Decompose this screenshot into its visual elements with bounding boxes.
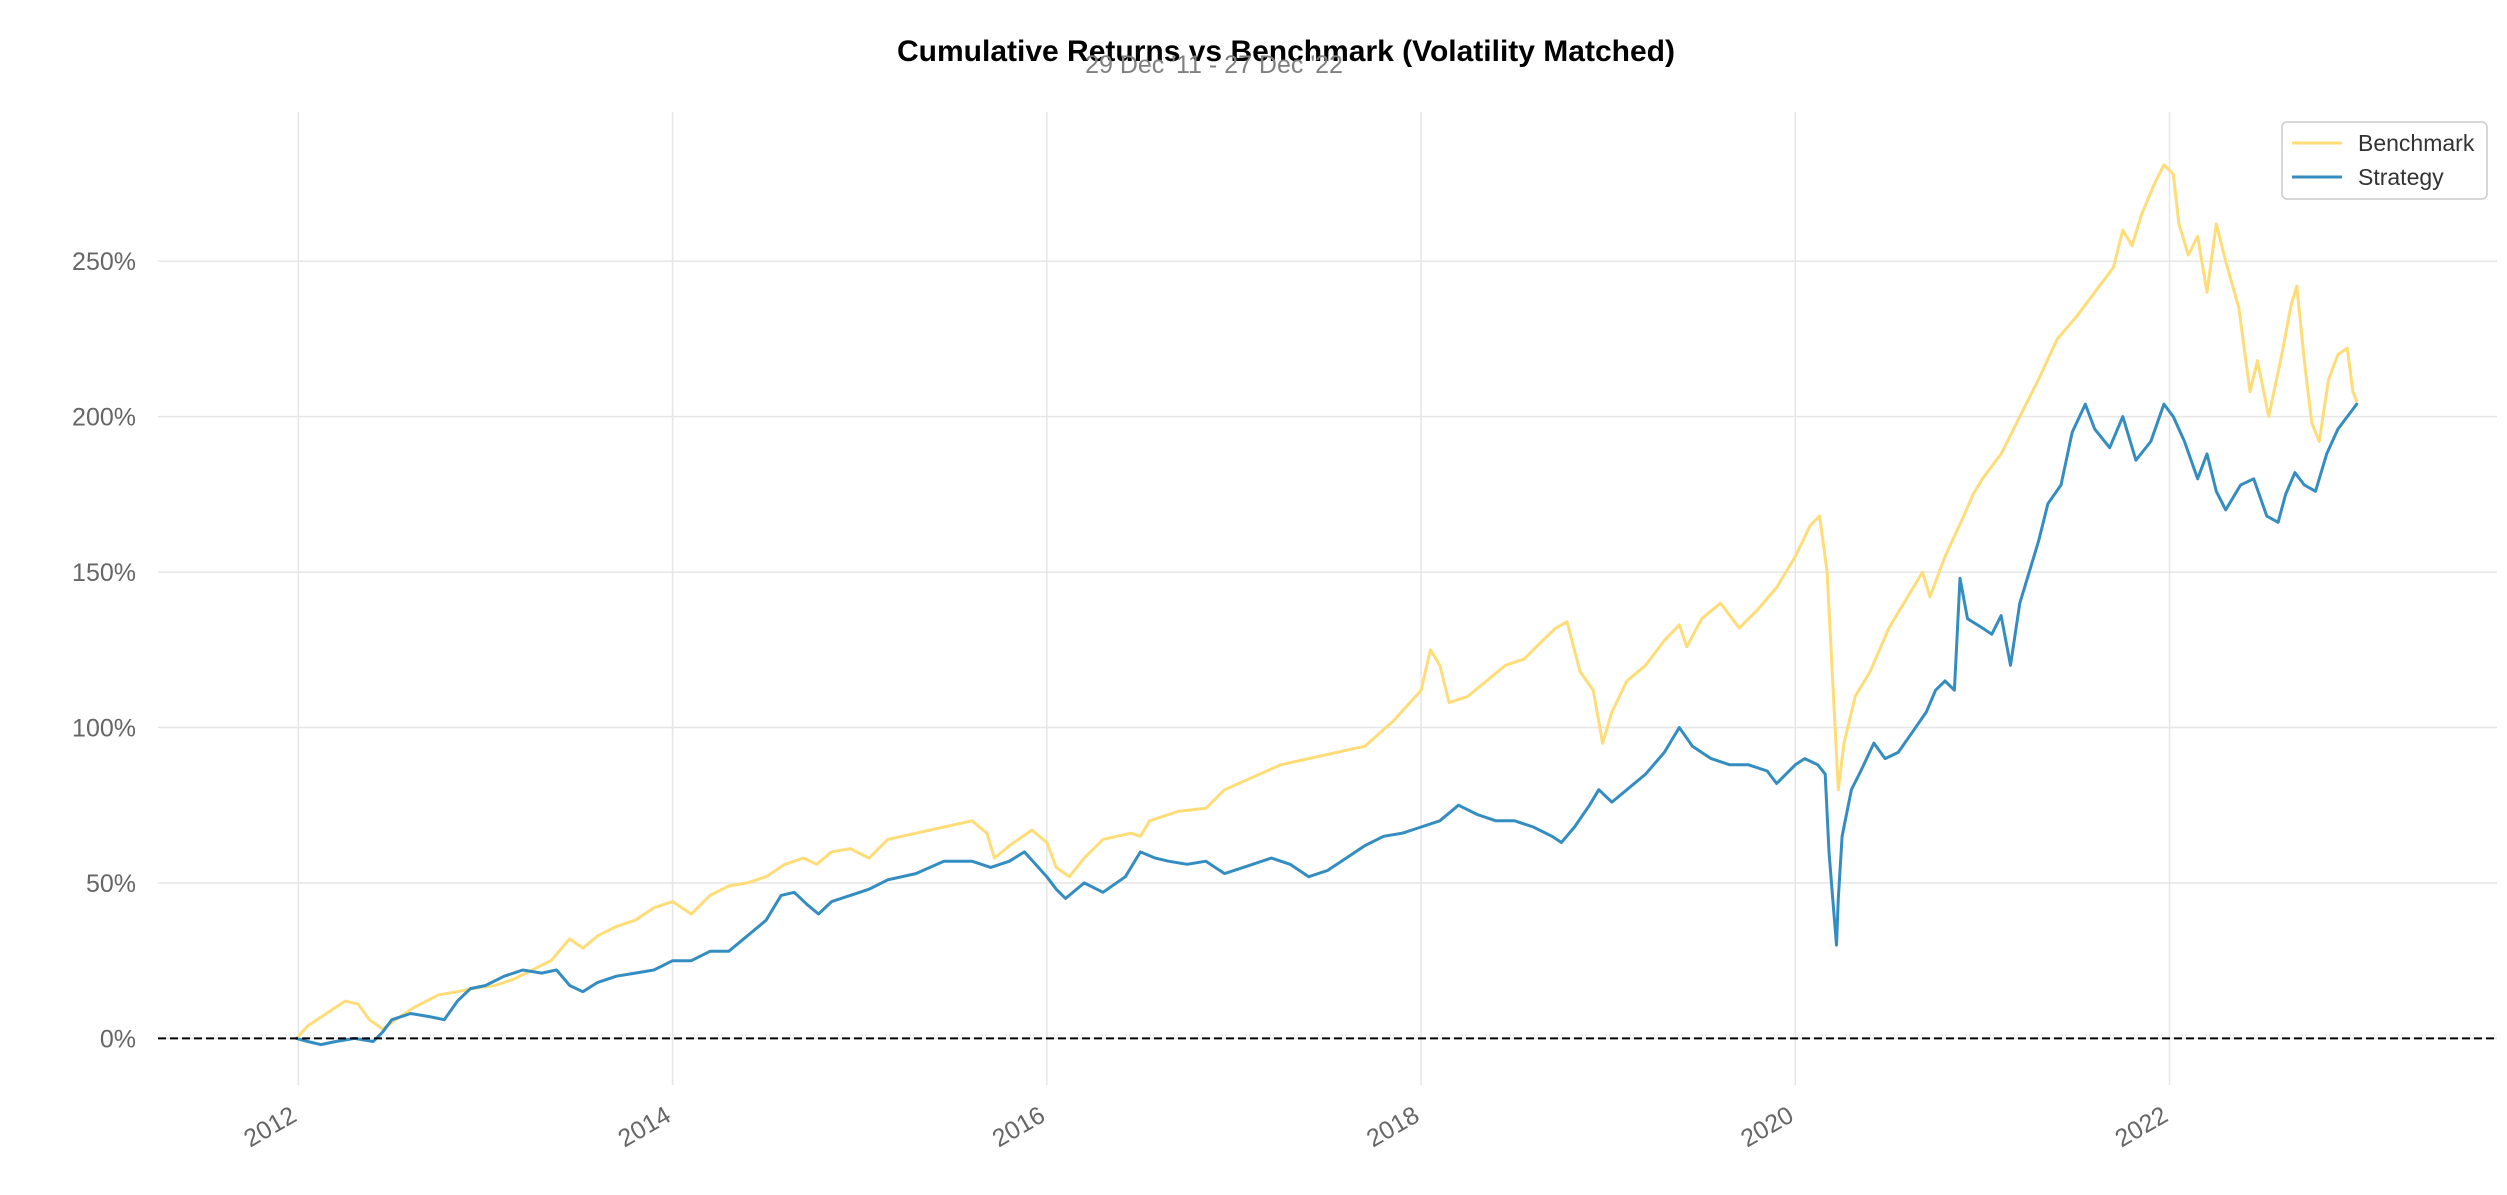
y-tick-label: 50% <box>86 870 136 898</box>
series-line-benchmark <box>295 163 2359 1040</box>
y-tick-label: 0% <box>100 1025 136 1053</box>
legend-box <box>2281 121 2488 200</box>
y-tick-label: 100% <box>72 715 136 743</box>
grid <box>158 112 2497 1085</box>
y-tick-label: 200% <box>72 404 136 432</box>
legend-label-benchmark: Benchmark <box>2358 130 2475 156</box>
y-tick-label: 250% <box>72 248 136 276</box>
y-tick-label: 150% <box>72 559 136 587</box>
chart-title: Cumulative Returns vs Benchmark (Volatil… <box>897 35 1675 68</box>
series-lines <box>295 163 2359 1047</box>
chart-subtitle: 29 Dec '11 - 27 Dec '22 <box>1085 51 1343 79</box>
legend: Benchmark Strategy <box>2281 121 2488 200</box>
legend-label-strategy: Strategy <box>2358 164 2444 190</box>
series-line-strategy <box>295 402 2359 1047</box>
